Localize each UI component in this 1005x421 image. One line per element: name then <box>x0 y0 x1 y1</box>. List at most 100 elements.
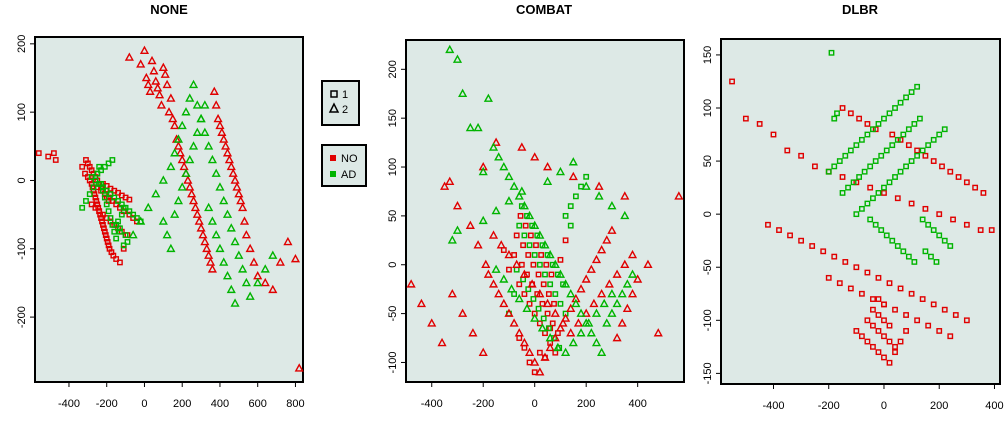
data-point-ad-batch2 <box>542 176 553 185</box>
data-point-ad-batch2 <box>226 223 236 232</box>
plot-area <box>405 39 685 383</box>
data-point-no-batch2 <box>550 332 560 342</box>
data-point-ad-batch1 <box>889 237 896 244</box>
data-point-ad-batch2 <box>230 236 240 246</box>
data-point-no-batch1 <box>870 343 876 350</box>
data-point-no-batch1 <box>102 232 109 239</box>
data-point-ad-batch2 <box>192 127 202 136</box>
data-point-no-batch1 <box>889 131 896 138</box>
data-point-ad-batch1 <box>536 261 543 268</box>
triangle-marker-icon <box>328 102 340 113</box>
data-point-no-batch2 <box>617 318 627 327</box>
data-point-ad-batch1 <box>900 131 907 138</box>
data-point-ad-batch2 <box>540 240 550 249</box>
data-point-ad-batch2 <box>170 209 180 218</box>
data-point-ad-batch1 <box>828 49 835 56</box>
data-point-no-batch1 <box>988 227 995 233</box>
axes: -400 -200 0 200 400 -100 -50 0 50 100 150 200 <box>387 60 647 410</box>
data-point-ad-batch1 <box>83 198 89 204</box>
data-point-no-batch1 <box>117 259 123 266</box>
data-point-ad-batch2 <box>177 182 187 191</box>
data-point-ad-batch1 <box>88 174 95 180</box>
data-point-ad-batch1 <box>864 131 871 138</box>
data-point-ad-batch2 <box>215 243 225 253</box>
data-point-ad-batch1 <box>930 227 937 233</box>
no-color-icon <box>330 155 336 161</box>
data-point-ad-batch2 <box>238 264 248 273</box>
data-point-no-batch2 <box>230 175 240 184</box>
data-point-ad-batch2 <box>452 54 463 63</box>
data-point-no-batch2 <box>517 142 527 151</box>
data-point-no-batch1 <box>936 328 943 334</box>
y-tick-label: -100 <box>387 351 399 373</box>
data-point-no-batch1 <box>729 78 735 85</box>
data-point-no-batch1 <box>765 221 771 228</box>
data-point-ad-batch1 <box>883 232 890 239</box>
x-tick-label: -200 <box>818 400 840 412</box>
data-point-ad-batch2 <box>506 284 517 293</box>
data-point-ad-batch1 <box>101 194 108 201</box>
data-point-ad-batch1 <box>872 158 879 164</box>
data-point-no-batch2 <box>139 45 150 54</box>
data-point-no-batch2 <box>589 298 599 308</box>
data-point-ad-batch1 <box>122 204 129 211</box>
data-point-ad-batch1 <box>903 163 909 170</box>
panel-combat: COMBAT -400 -200 0 200 400 -100 -50 0 50 100 150 20… <box>387 2 685 410</box>
y-tick-label: 100 <box>387 158 399 176</box>
data-point-ad-batch1 <box>94 170 101 177</box>
data-point-ad-batch2 <box>622 279 632 288</box>
data-point-ad-batch1 <box>919 216 926 223</box>
data-point-ad-batch2 <box>617 289 627 298</box>
data-point-ad-batch2 <box>584 318 594 327</box>
data-point-no-batch1 <box>963 317 970 324</box>
data-point-no-batch2 <box>612 332 622 342</box>
data-point-no-batch1 <box>892 306 898 313</box>
data-point-ad-batch1 <box>100 184 106 191</box>
data-point-no-batch1 <box>538 252 545 258</box>
data-point-no-batch2 <box>437 337 447 347</box>
data-point-ad-batch1 <box>881 115 887 122</box>
data-point-ad-batch1 <box>900 248 907 255</box>
data-point-no-batch1 <box>903 328 909 334</box>
data-point-ad-batch1 <box>583 173 590 180</box>
chart-title: NONE <box>150 2 188 17</box>
x-tick-label: 0 <box>141 398 147 410</box>
data-point-no-batch2 <box>465 220 475 229</box>
data-point-no-batch2 <box>245 243 255 253</box>
data-point-no-batch2 <box>535 289 545 298</box>
data-point-no-batch2 <box>170 120 180 130</box>
data-point-no-batch2 <box>136 59 146 68</box>
data-point-no-batch2 <box>558 318 568 327</box>
data-point-ad-batch1 <box>911 121 918 127</box>
data-point-ad-batch1 <box>872 221 879 228</box>
data-point-ad-batch1 <box>875 190 882 196</box>
data-point-ad-batch2 <box>188 79 199 89</box>
data-point-no-batch1 <box>892 343 898 350</box>
data-point-no-batch1 <box>120 245 127 252</box>
data-point-no-batch2 <box>581 274 591 283</box>
data-point-ad-batch2 <box>612 298 622 308</box>
data-point-no-batch2 <box>561 313 571 322</box>
data-point-ad-batch2 <box>517 186 527 195</box>
data-point-ad-batch1 <box>117 225 123 232</box>
data-point-ad-batch1 <box>531 252 538 258</box>
data-point-ad-batch1 <box>883 147 890 154</box>
data-point-ad-batch2 <box>185 93 195 102</box>
data-point-ad-batch1 <box>897 99 904 106</box>
data-point-no-batch1 <box>100 221 106 228</box>
x-tick-label: 200 <box>577 398 595 410</box>
x-tick-label: 800 <box>286 398 304 410</box>
data-point-ad-batch1 <box>894 243 901 249</box>
data-point-ad-batch2 <box>241 277 251 287</box>
data-point-ad-batch2 <box>483 93 493 102</box>
data-point-ad-batch1 <box>870 195 876 202</box>
data-point-no-batch2 <box>151 76 161 85</box>
data-point-ad-batch1 <box>836 158 843 164</box>
data-point-no-batch2 <box>566 328 576 337</box>
data-point-no-batch1 <box>914 147 921 154</box>
data-point-ad-batch1 <box>831 115 838 122</box>
data-point-ad-batch1 <box>881 184 887 191</box>
data-point-no-batch1 <box>548 271 555 278</box>
data-point-ad-batch1 <box>928 253 934 260</box>
data-point-ad-batch2 <box>185 154 195 164</box>
